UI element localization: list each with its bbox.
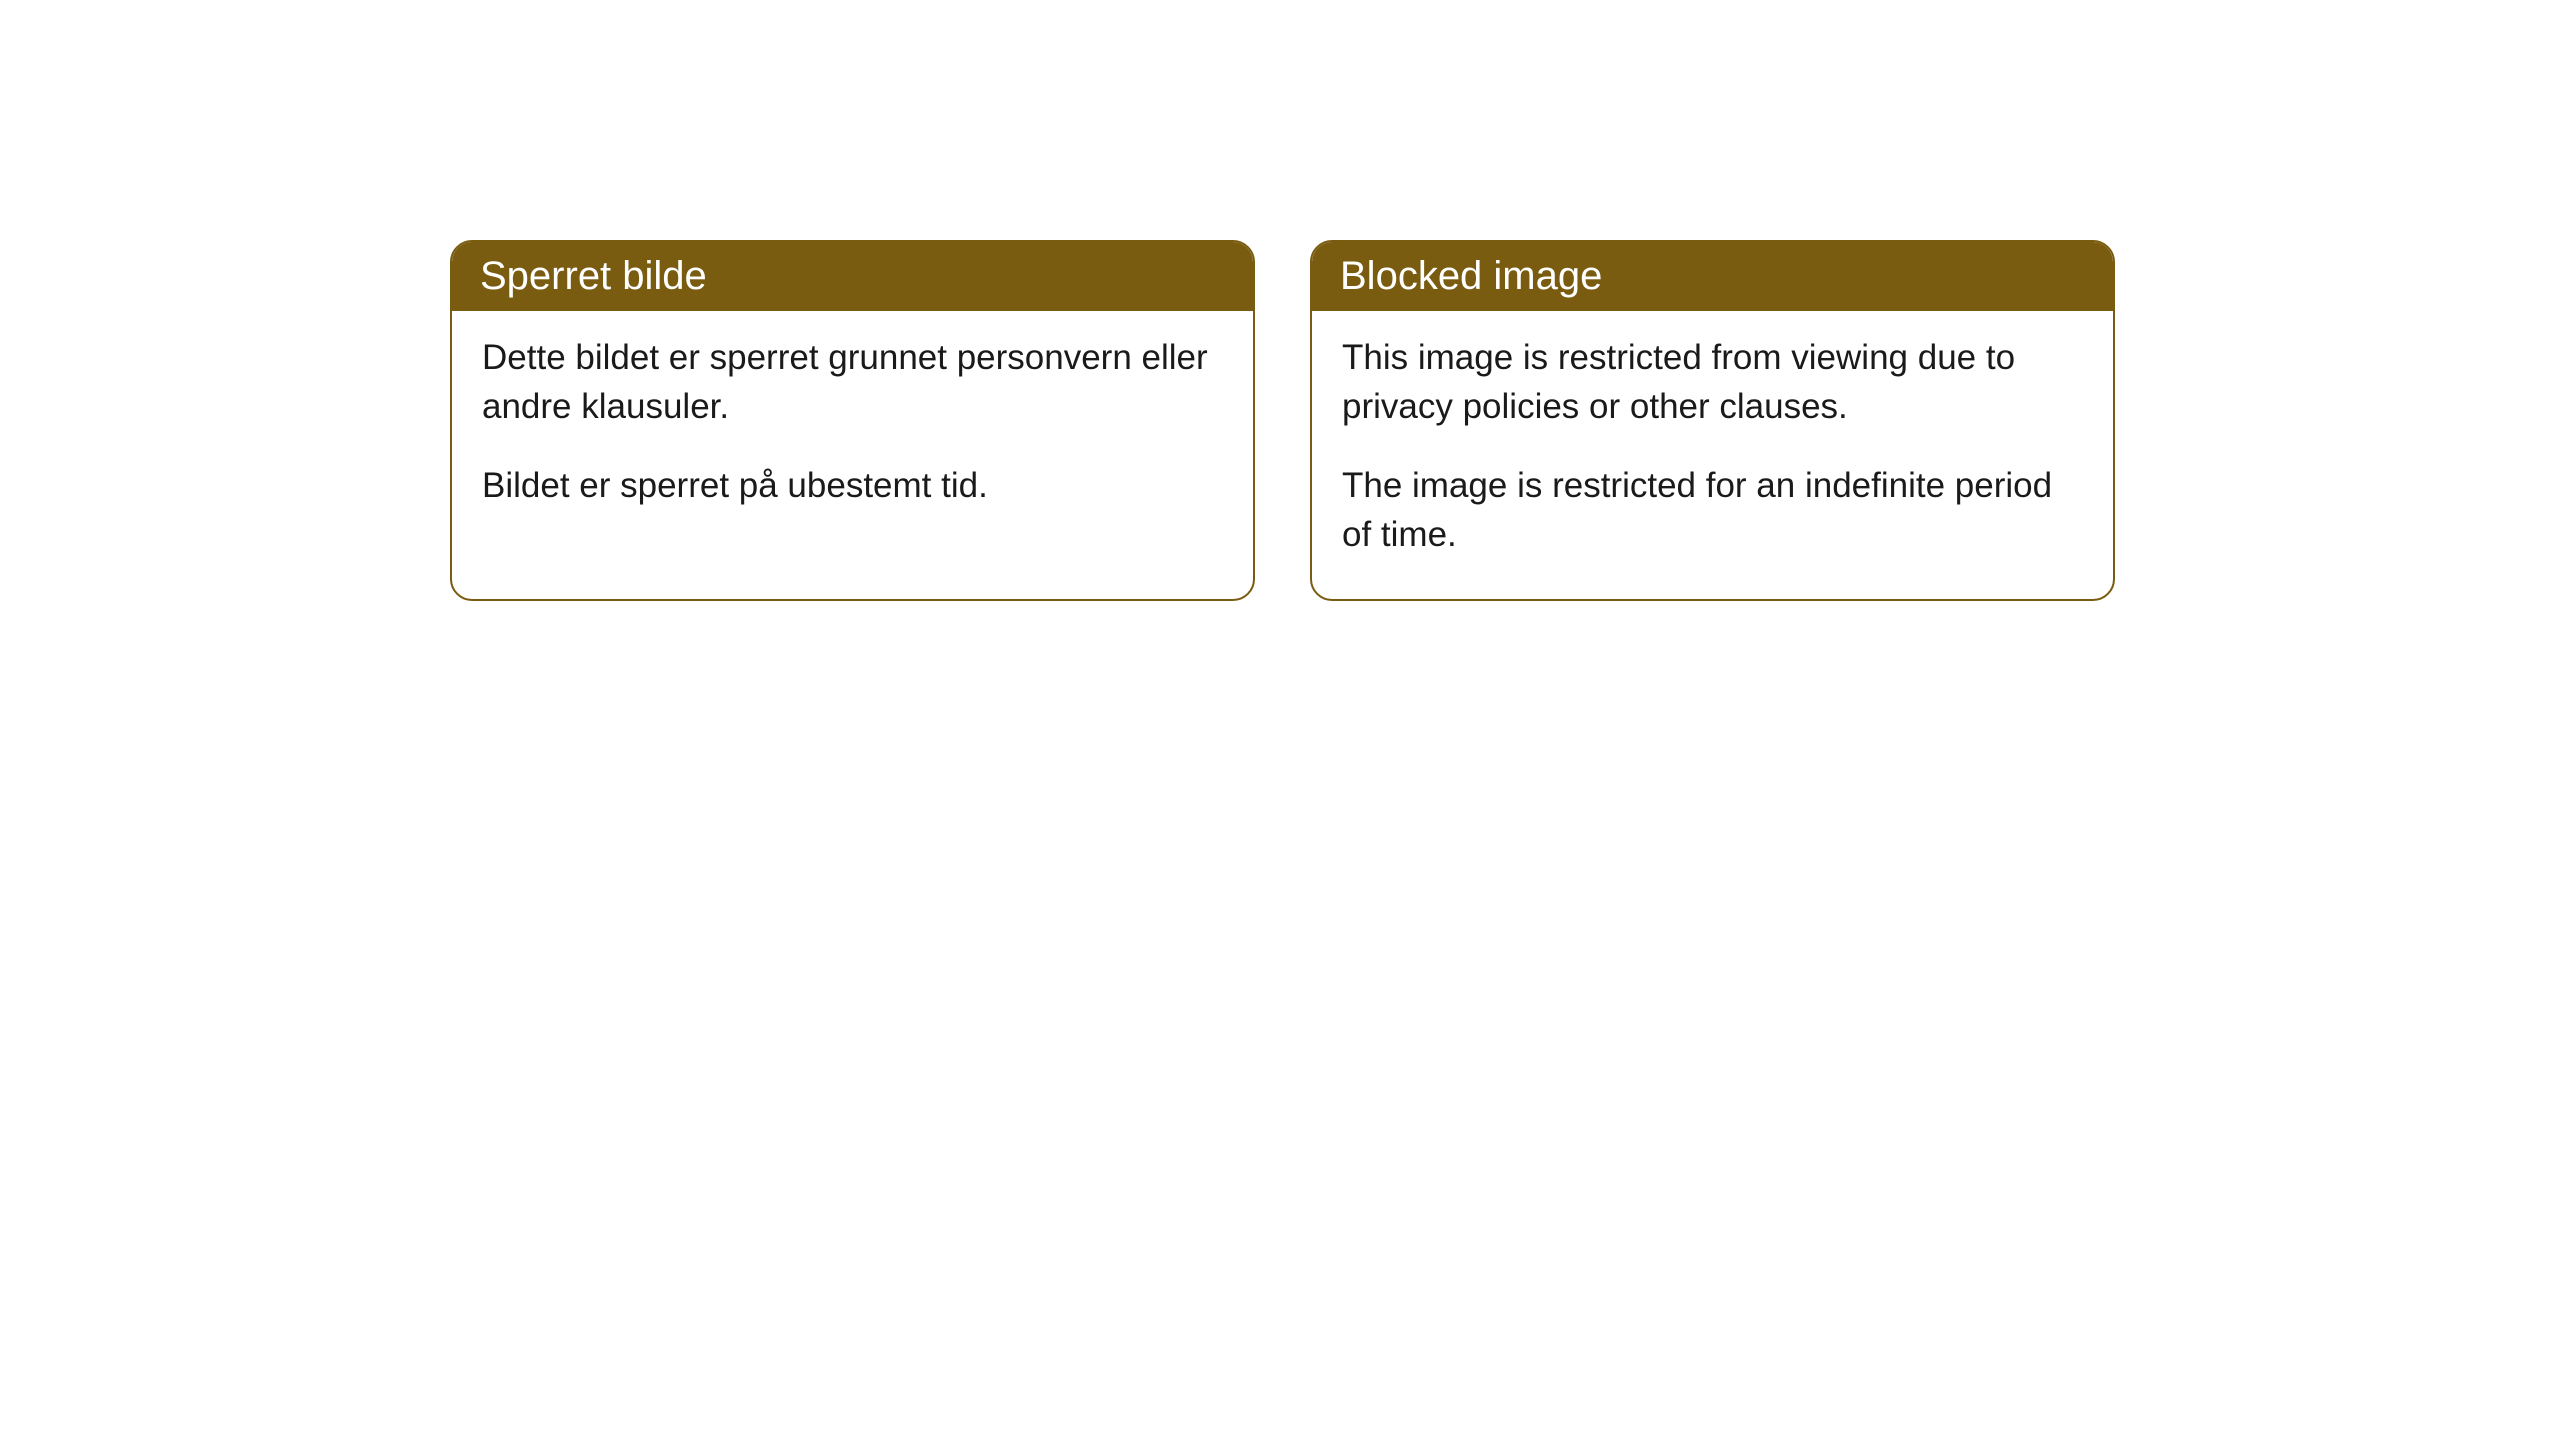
card-paragraph-2-english: The image is restricted for an indefinit… xyxy=(1342,461,2083,559)
card-paragraph-2-norwegian: Bildet er sperret på ubestemt tid. xyxy=(482,461,1223,510)
card-header-norwegian: Sperret bilde xyxy=(452,242,1253,311)
card-paragraph-1-english: This image is restricted from viewing du… xyxy=(1342,333,2083,431)
card-paragraph-1-norwegian: Dette bildet er sperret grunnet personve… xyxy=(482,333,1223,431)
card-body-english: This image is restricted from viewing du… xyxy=(1312,311,2113,599)
blocked-image-card-norwegian: Sperret bilde Dette bildet er sperret gr… xyxy=(450,240,1255,601)
cards-container: Sperret bilde Dette bildet er sperret gr… xyxy=(450,240,2115,601)
card-title-norwegian: Sperret bilde xyxy=(480,254,707,298)
card-title-english: Blocked image xyxy=(1340,254,1602,298)
card-header-english: Blocked image xyxy=(1312,242,2113,311)
card-body-norwegian: Dette bildet er sperret grunnet personve… xyxy=(452,311,1253,550)
blocked-image-card-english: Blocked image This image is restricted f… xyxy=(1310,240,2115,601)
